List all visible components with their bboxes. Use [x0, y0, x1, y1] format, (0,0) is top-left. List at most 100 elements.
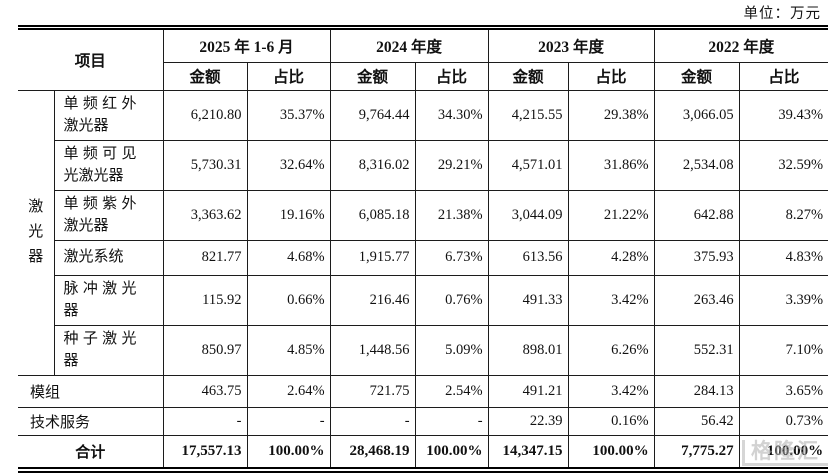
- row-single-freq-visible: 单频可见光激光器 5,730.31 32.64% 8,316.02 29.21%…: [18, 139, 829, 191]
- ratio-cell: 100.00%: [414, 434, 489, 467]
- ratio-cell: 21.38%: [414, 189, 489, 241]
- row-total: 合计 17,557.13 100.00% 28,468.19 100.00% 1…: [18, 434, 829, 467]
- row-seed-laser: 种子激光器 850.97 4.85% 1,448.56 5.09% 898.01…: [18, 324, 829, 376]
- ratio-cell: 35.37%: [246, 89, 331, 141]
- ratio-cell: -: [246, 406, 331, 436]
- amount-cell: 14,347.15: [487, 434, 569, 467]
- ratio-cell: 3.42%: [567, 274, 655, 326]
- amount-cell: 216.46: [329, 274, 416, 326]
- amount-cell: 1,915.77: [329, 239, 416, 276]
- amount-cell: 5,730.31: [162, 139, 248, 191]
- row-label: 种子激光器: [54, 324, 164, 376]
- row-label: 单频红外激光器: [53, 89, 164, 141]
- amount-header: 金额: [653, 61, 740, 91]
- laser-group-cell: 激光器: [18, 89, 55, 376]
- ratio-cell: 0.76%: [414, 274, 489, 326]
- row-pulsed-laser: 脉冲激光器 115.92 0.66% 216.46 0.76% 491.33 3…: [18, 274, 829, 326]
- period-header-2025h1: 2025 年 1-6 月: [162, 30, 331, 63]
- amount-cell: 4,571.01: [487, 139, 569, 191]
- ratio-cell: 100.00%: [246, 434, 331, 467]
- ratio-cell: 100.00%: [567, 434, 655, 467]
- row-module: 模组 463.75 2.64% 721.75 2.54% 491.21 3.42…: [18, 374, 829, 408]
- amount-cell: 552.31: [653, 324, 740, 376]
- amount-cell: 3,363.62: [162, 189, 248, 241]
- ratio-header: 占比: [567, 61, 655, 91]
- amount-cell: 898.01: [487, 324, 569, 376]
- amount-cell: 6,210.80: [162, 89, 248, 141]
- amount-cell: 491.21: [487, 374, 569, 408]
- amount-cell: 375.93: [653, 239, 740, 276]
- amount-header: 金额: [163, 61, 248, 91]
- amount-cell: 4,215.55: [487, 89, 569, 141]
- ratio-cell: 6.26%: [567, 324, 655, 376]
- amount-cell: 7,775.27: [653, 434, 740, 467]
- revenue-breakdown-table: 项目 2025 年 1-6 月 2024 年度 2023 年度 2022 年度 …: [18, 30, 829, 467]
- amount-cell: -: [329, 406, 416, 436]
- amount-header: 金额: [329, 61, 416, 91]
- amount-cell: 721.75: [329, 374, 416, 408]
- ratio-cell: 0.66%: [246, 274, 331, 326]
- amount-cell: 491.33: [487, 274, 569, 326]
- amount-cell: 3,066.05: [653, 89, 740, 141]
- unit-label: 单位：万元: [743, 6, 821, 22]
- amount-cell: 850.97: [162, 324, 248, 376]
- ratio-cell: 4.28%: [567, 239, 655, 276]
- ratio-cell: 0.73%: [738, 406, 829, 436]
- ratio-cell: 3.65%: [738, 374, 829, 408]
- row-single-freq-uv: 单频紫外激光器 3,363.62 19.16% 6,085.18 21.38% …: [18, 189, 829, 241]
- ratio-cell: 39.43%: [738, 89, 829, 141]
- amount-cell: 1,448.56: [329, 324, 416, 376]
- revenue-table-wrapper: 项目 2025 年 1-6 月 2024 年度 2023 年度 2022 年度 …: [18, 25, 829, 473]
- ratio-cell: 8.27%: [738, 189, 829, 241]
- row-label: 单频可见光激光器: [54, 139, 164, 191]
- ratio-cell: 32.64%: [246, 139, 331, 191]
- row-label: 脉冲激光器: [54, 274, 164, 326]
- amount-cell: 284.13: [653, 374, 740, 408]
- row-label: 模组: [18, 374, 164, 408]
- ratio-header: 占比: [246, 61, 331, 91]
- ratio-cell: 2.64%: [246, 374, 331, 408]
- ratio-cell: 19.16%: [246, 189, 331, 241]
- row-single-freq-infrared: 激光器 单频红外激光器 6,210.80 35.37% 9,764.44 34.…: [18, 89, 829, 376]
- ratio-cell: 6.73%: [414, 239, 489, 276]
- ratio-cell: 29.38%: [567, 89, 655, 141]
- amount-cell: 22.39: [487, 406, 569, 436]
- amount-cell: 642.88: [653, 189, 740, 241]
- ratio-cell: 32.59%: [738, 139, 829, 191]
- total-label: 合计: [18, 434, 164, 467]
- header-row-periods: 项目 2025 年 1-6 月 2024 年度 2023 年度 2022 年度: [18, 30, 829, 91]
- amount-cell: 6,085.18: [329, 189, 416, 241]
- amount-cell: 9,764.44: [329, 89, 416, 141]
- ratio-cell: 29.21%: [414, 139, 489, 191]
- ratio-cell: 7.10%: [738, 324, 829, 376]
- amount-header: 金额: [487, 61, 569, 91]
- ratio-cell: -: [414, 406, 489, 436]
- ratio-cell: 34.30%: [414, 89, 489, 141]
- amount-cell: 821.77: [162, 239, 248, 276]
- amount-cell: 3,044.09: [487, 189, 569, 241]
- ratio-cell: 3.42%: [567, 374, 655, 408]
- amount-cell: 263.46: [653, 274, 740, 326]
- row-label: 技术服务: [18, 406, 164, 436]
- period-header-2023: 2023 年度: [487, 30, 655, 63]
- period-header-2024: 2024 年度: [329, 30, 489, 63]
- ratio-cell: 21.22%: [567, 189, 655, 241]
- ratio-cell: 4.83%: [738, 239, 829, 276]
- amount-cell: 56.42: [653, 406, 740, 436]
- ratio-cell: 4.68%: [246, 239, 331, 276]
- amount-cell: 28,468.19: [329, 434, 416, 467]
- ratio-cell: 0.16%: [567, 406, 655, 436]
- amount-cell: -: [162, 406, 248, 436]
- amount-cell: 17,557.13: [162, 434, 248, 467]
- row-technical-service: 技术服务 - - - - 22.39 0.16% 56.42 0.73%: [18, 406, 829, 436]
- ratio-cell: 100.00%: [738, 434, 829, 467]
- ratio-cell: 31.86%: [567, 139, 655, 191]
- item-column-header: 项目: [18, 30, 164, 91]
- period-header-2022: 2022 年度: [653, 30, 829, 63]
- ratio-cell: 2.54%: [414, 374, 489, 408]
- amount-cell: 8,316.02: [329, 139, 416, 191]
- ratio-cell: 4.85%: [246, 324, 331, 376]
- amount-cell: 2,534.08: [653, 139, 740, 191]
- row-label: 激光系统: [54, 239, 164, 276]
- amount-cell: 463.75: [162, 374, 248, 408]
